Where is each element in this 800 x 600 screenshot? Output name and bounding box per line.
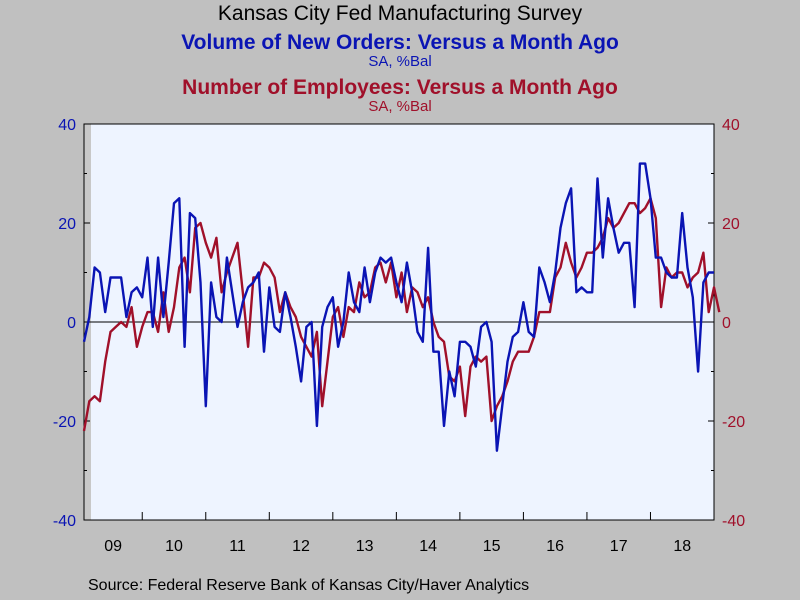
series-line-new-orders — [82, 162, 714, 452]
x-tick-label: 17 — [610, 538, 628, 555]
series2-title: Number of Employees: Versus a Month Ago — [182, 76, 618, 99]
chart-title: Kansas City Fed Manufacturing Survey — [217, 2, 583, 25]
x-tick-label: 15 — [483, 538, 501, 555]
y-tick-label-left: 0 — [67, 315, 76, 332]
y-tick-label-right: 0 — [722, 315, 731, 332]
x-tick-label: 11 — [229, 538, 246, 555]
x-tick-label: 13 — [356, 538, 374, 555]
x-tick-label: 10 — [165, 538, 183, 555]
x-tick-label: 12 — [292, 538, 310, 555]
x-tick-label: 16 — [546, 538, 564, 555]
y-tick-label-right: 40 — [722, 117, 740, 134]
source-note: Source: Federal Reserve Bank of Kansas C… — [88, 577, 530, 594]
y-tick-label-left: 40 — [58, 117, 76, 134]
y-tick-label-left: -20 — [53, 414, 76, 431]
y-tick-label-right: -20 — [722, 414, 745, 431]
x-tick-label: 18 — [673, 538, 691, 555]
x-tick-label: 09 — [104, 538, 122, 555]
series1-title: Volume of New Orders: Versus a Month Ago — [181, 31, 619, 54]
y-tick-label-right: 20 — [722, 216, 740, 233]
y-tick-label-left: -40 — [53, 513, 76, 530]
x-tick-label: 14 — [419, 538, 437, 555]
y-tick-label-left: 20 — [58, 216, 76, 233]
series2-subtitle: SA, %Bal — [368, 98, 432, 115]
y-tick-label-right: -40 — [722, 513, 745, 530]
series1-subtitle: SA, %Bal — [368, 53, 432, 70]
